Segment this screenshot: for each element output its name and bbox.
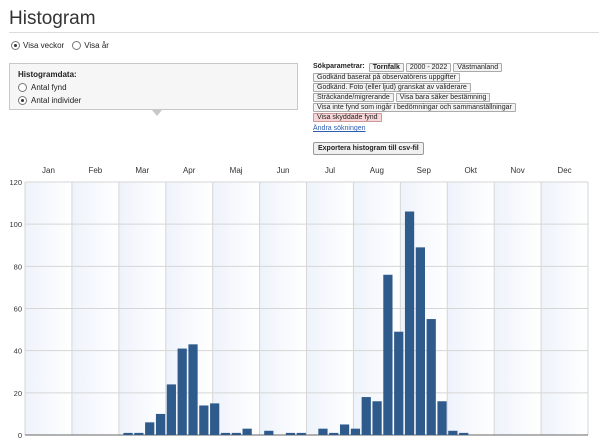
histogram-bar bbox=[394, 331, 404, 435]
histogram-bar bbox=[459, 432, 469, 435]
month-label: Jan bbox=[42, 166, 55, 175]
histogram-bar bbox=[448, 430, 458, 435]
y-tick-label: 100 bbox=[9, 220, 22, 229]
search-params-lead: Sökparametrar: bbox=[313, 63, 365, 70]
count-findings-option[interactable]: Antal fynd bbox=[18, 82, 289, 93]
histogram-bar bbox=[296, 432, 306, 435]
count-individuals-radio[interactable] bbox=[18, 96, 27, 105]
export-csv-button[interactable]: Exportera histogram till csv-fil bbox=[313, 142, 424, 155]
histogram-bar bbox=[220, 432, 231, 435]
histogram-data-label: Histogramdata: bbox=[18, 70, 77, 79]
histogram-bar bbox=[404, 211, 415, 435]
y-tick-label: 80 bbox=[14, 262, 22, 271]
histogram-bar bbox=[361, 397, 371, 435]
param-tag-exclude-assessments: Visa inte fynd som ingår i bedömningar o… bbox=[313, 103, 516, 112]
month-label: Mar bbox=[135, 166, 149, 175]
y-tick-label: 0 bbox=[18, 431, 22, 440]
param-tag-migrating: Sträckande/migrerande bbox=[313, 93, 394, 102]
month-label: Jul bbox=[325, 166, 335, 175]
histogram-bar bbox=[177, 348, 187, 435]
histogram-bar bbox=[383, 274, 393, 435]
view-toggle: Visa veckor Visa år bbox=[11, 41, 114, 50]
change-search-link[interactable]: Ändra sökningen bbox=[313, 125, 366, 132]
histogram-bar bbox=[350, 428, 361, 435]
param-tag-certain: Visa bara säker bestämning bbox=[395, 93, 491, 102]
month-label: Feb bbox=[88, 166, 102, 175]
histogram-bar bbox=[166, 384, 176, 435]
count-individuals-option[interactable]: Antal individer bbox=[18, 95, 289, 106]
histogram-bar bbox=[426, 319, 436, 435]
y-tick-label: 60 bbox=[14, 305, 22, 314]
histogram-bar bbox=[188, 344, 198, 435]
histogram-bar bbox=[329, 432, 339, 435]
histogram-bar bbox=[372, 401, 382, 435]
histogram-bar bbox=[437, 401, 447, 435]
histogram-bar bbox=[123, 432, 133, 435]
y-tick-label: 120 bbox=[9, 178, 22, 187]
y-tick-label: 20 bbox=[14, 389, 22, 398]
histogram-bar bbox=[415, 247, 425, 435]
param-tag-region: Västmanland bbox=[453, 62, 503, 72]
histogram-data-panel: Histogramdata: Antal fynd Antal individe… bbox=[9, 63, 298, 110]
histogram-bar bbox=[285, 432, 296, 435]
month-label: Okt bbox=[464, 166, 477, 175]
param-tag-approved-photo: Godkänd. Foto (eller ljud) granskat av v… bbox=[313, 83, 471, 92]
histogram-svg: 0 20 40 60 80 100 120 Jan Feb Mar Apr Maj Jun Jul Aug S… bbox=[9, 166, 589, 440]
param-tag-approved-observer: Godkänd baserat på observatörens uppgift… bbox=[313, 73, 460, 82]
month-label: Nov bbox=[511, 166, 525, 175]
count-findings-radio[interactable] bbox=[18, 83, 27, 92]
histogram-chart: 0 20 40 60 80 100 120 Jan Feb Mar Apr Maj Jun Jul Aug S… bbox=[0, 160, 602, 442]
param-tag-species: Tornfalk bbox=[368, 62, 404, 72]
param-tag-protected: Visa skyddade fynd bbox=[313, 113, 382, 122]
month-label: Dec bbox=[557, 166, 571, 175]
view-years-label[interactable]: Visa år bbox=[84, 41, 109, 50]
title-divider bbox=[9, 32, 599, 33]
month-label: Apr bbox=[183, 166, 196, 175]
histogram-bar bbox=[199, 405, 209, 435]
panel-pointer bbox=[152, 110, 162, 116]
count-individuals-label[interactable]: Antal individer bbox=[31, 96, 82, 105]
view-weeks-radio[interactable] bbox=[11, 41, 20, 50]
month-label: Aug bbox=[370, 166, 384, 175]
histogram-bar bbox=[134, 432, 144, 435]
page-title: Histogram bbox=[9, 8, 96, 29]
month-label: Sep bbox=[417, 166, 432, 175]
histogram-bar bbox=[145, 422, 155, 435]
histogram-bar bbox=[210, 403, 220, 435]
histogram-bar bbox=[155, 413, 166, 435]
month-label: Jun bbox=[277, 166, 290, 175]
histogram-bar bbox=[231, 432, 241, 435]
view-years-radio[interactable] bbox=[72, 41, 82, 50]
view-weeks-label[interactable]: Visa veckor bbox=[23, 41, 65, 50]
view-weeks-option[interactable]: Visa veckor bbox=[11, 41, 64, 50]
count-findings-label[interactable]: Antal fynd bbox=[31, 83, 67, 92]
search-parameters: Sökparametrar: Tornfalk 2000 - 2022 Väst… bbox=[313, 62, 599, 135]
histogram-bar bbox=[264, 430, 274, 435]
month-label: Maj bbox=[230, 166, 243, 175]
view-years-option[interactable]: Visa år bbox=[72, 41, 109, 50]
histogram-bar bbox=[318, 428, 328, 435]
histogram-bar bbox=[339, 424, 350, 435]
y-tick-label: 40 bbox=[14, 347, 22, 356]
histogram-bar bbox=[242, 428, 252, 435]
param-tag-years: 2000 - 2022 bbox=[405, 62, 452, 72]
